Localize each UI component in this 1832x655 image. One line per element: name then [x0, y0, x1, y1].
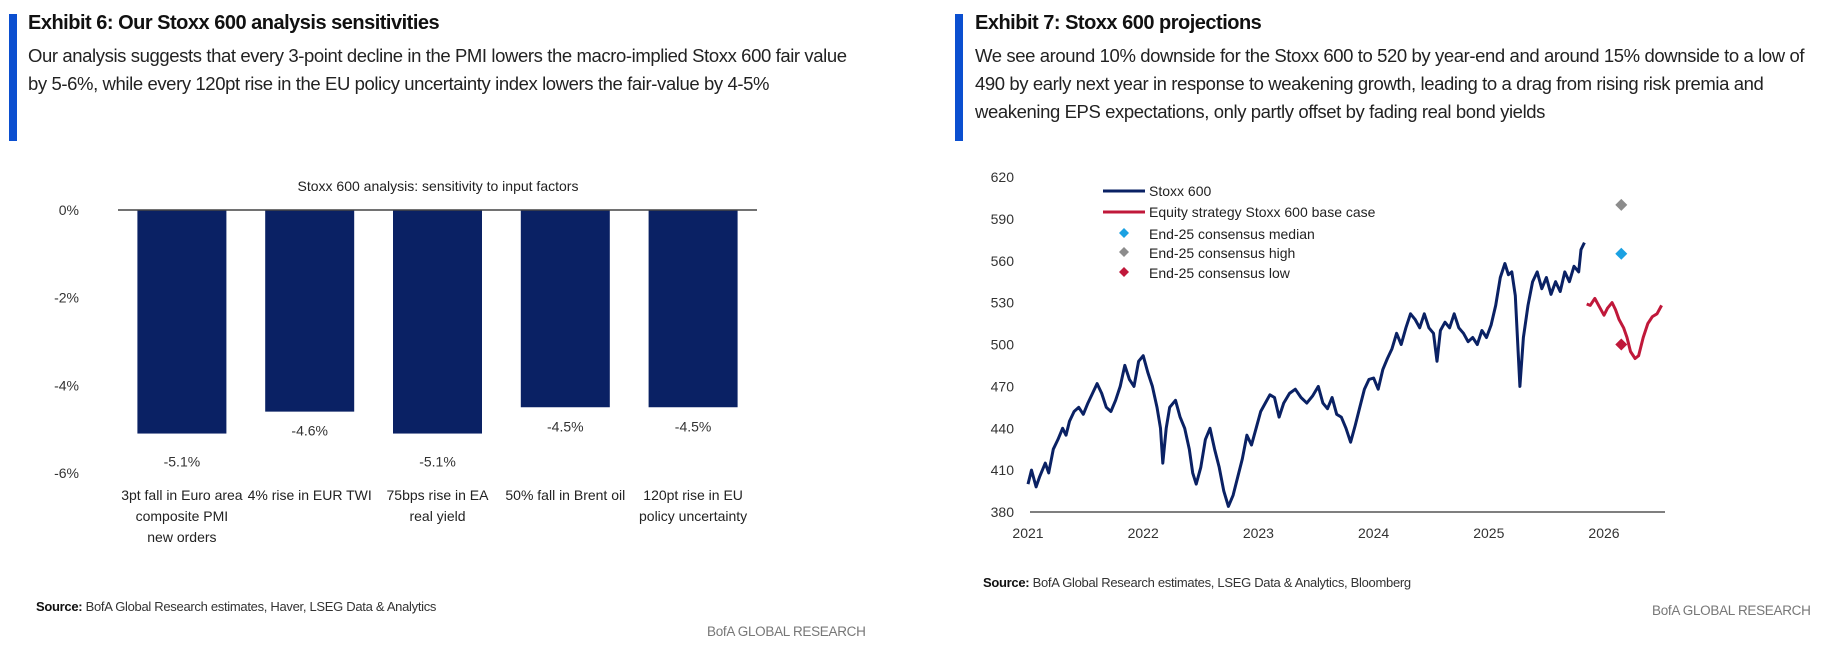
data-label: -4.6%	[291, 423, 328, 439]
chart-title: Stoxx 600 analysis: sensitivity to input…	[298, 178, 579, 194]
y-tick-label: 410	[991, 462, 1015, 478]
source-note: Source: BofA Global Research estimates, …	[983, 575, 1411, 590]
legend-label: End-25 consensus high	[1149, 245, 1295, 261]
category-label: 120pt rise in EU	[643, 487, 743, 503]
legend-label: Stoxx 600	[1149, 183, 1211, 199]
data-label: -5.1%	[419, 454, 456, 470]
legend-label: End-25 consensus low	[1149, 265, 1291, 281]
legend-swatch	[1119, 247, 1129, 257]
x-tick-label: 2024	[1358, 525, 1389, 541]
y-tick-label: 620	[991, 169, 1015, 185]
source-label: Source:	[983, 575, 1030, 590]
consensus-marker	[1615, 247, 1628, 260]
bar-chart: Stoxx 600 analysis: sensitivity to input…	[54, 178, 757, 545]
y-tick-label: 590	[991, 211, 1015, 227]
legend-label: End-25 consensus median	[1149, 226, 1315, 242]
source-text: BofA Global Research estimates, Haver, L…	[85, 599, 437, 614]
exhibit-6-panel: Exhibit 6: Our Stoxx 600 analysis sensit…	[9, 12, 866, 639]
legend-swatch	[1119, 267, 1129, 277]
y-tick-label: 380	[991, 504, 1015, 520]
category-label: policy uncertainty	[639, 508, 747, 524]
data-label: -4.5%	[547, 418, 584, 434]
stoxx-600-line	[1026, 241, 1586, 508]
category-label: 75bps rise in EA	[387, 487, 490, 503]
category-label: new orders	[147, 529, 216, 545]
category-label: 50% fall in Brent oil	[505, 487, 625, 503]
y-tick-label: 470	[991, 378, 1015, 394]
bar	[520, 210, 610, 408]
exhibit-subtitle: We see around 10% downside for the Stoxx…	[975, 45, 1805, 122]
brand-label: BofA GLOBAL RESEARCH	[1652, 603, 1811, 618]
y-tick-label: -6%	[54, 465, 79, 481]
legend-label: Equity strategy Stoxx 600 base case	[1149, 204, 1376, 220]
y-tick-label: 440	[991, 420, 1015, 436]
exhibit-subtitle: Our analysis suggests that every 3-point…	[28, 45, 847, 94]
bar	[393, 210, 482, 434]
x-tick-label: 2025	[1473, 525, 1504, 541]
exhibit-7-panel: Exhibit 7: Stoxx 600 projections We see …	[920, 0, 1832, 655]
category-label: 3pt fall in Euro area	[121, 487, 243, 503]
y-tick-label: 530	[991, 295, 1015, 311]
bar	[137, 210, 227, 434]
consensus-marker	[1615, 198, 1628, 211]
brand-label: BofA GLOBAL RESEARCH	[707, 624, 866, 639]
bar	[648, 210, 738, 408]
base-case-line	[1586, 296, 1663, 360]
source-text: BofA Global Research estimates, LSEG Dat…	[1032, 575, 1412, 590]
y-tick-label: 560	[991, 253, 1015, 269]
y-tick-label: 500	[991, 337, 1015, 353]
x-tick-label: 2026	[1588, 525, 1619, 541]
data-label: -4.5%	[675, 418, 712, 434]
data-label: -5.1%	[164, 454, 201, 470]
consensus-marker	[1615, 338, 1628, 351]
accent-bar	[955, 14, 963, 141]
category-label: real yield	[409, 508, 465, 524]
line-chart: 620 590 560 530 500 470 440 410 380 2021 2022 2023 2…	[991, 169, 1665, 541]
x-tick-label: 2021	[1012, 525, 1043, 541]
exhibit-title: Exhibit 7: Stoxx 600 projections	[975, 12, 1262, 34]
legend-swatch	[1119, 228, 1129, 238]
x-tick-label: 2023	[1243, 525, 1274, 541]
y-tick-label: -2%	[54, 290, 79, 306]
category-label: composite PMI	[136, 508, 229, 524]
source-note: Source: BofA Global Research estimates, …	[36, 599, 436, 614]
y-tick-label: -4%	[54, 377, 79, 393]
category-label: 4% rise in EUR TWI	[248, 487, 372, 503]
x-tick-label: 2022	[1128, 525, 1159, 541]
accent-bar	[9, 14, 17, 141]
exhibit-title: Exhibit 6: Our Stoxx 600 analysis sensit…	[28, 12, 440, 34]
y-tick-label: 0%	[59, 202, 79, 218]
bar	[265, 210, 355, 412]
source-label: Source:	[36, 599, 83, 614]
